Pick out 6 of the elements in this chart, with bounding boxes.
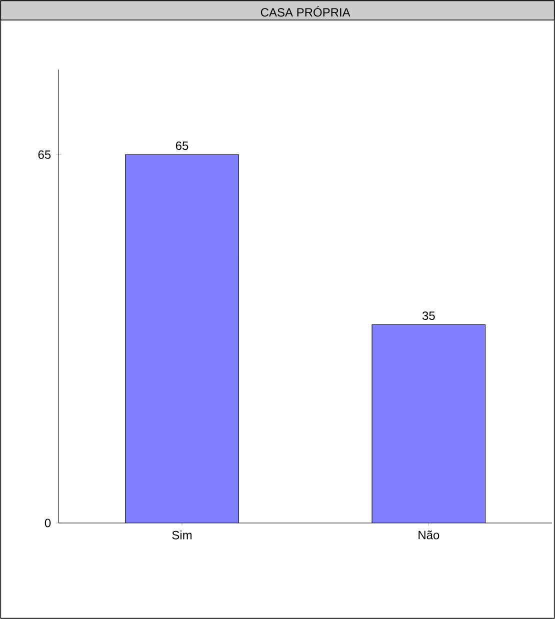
data-label: 65 xyxy=(176,141,188,150)
y-tick-label: 0 xyxy=(44,518,51,528)
data-label: 35 xyxy=(422,311,435,320)
x-tick-label: Não xyxy=(418,530,440,540)
x-tick-label: Sim xyxy=(172,530,192,540)
chart-title: CASA PRÓPRIA xyxy=(260,6,350,17)
